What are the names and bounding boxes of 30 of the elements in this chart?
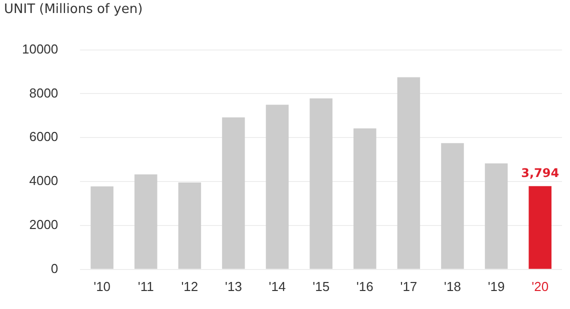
bar <box>397 77 420 269</box>
y-tick-label: 6000 <box>29 129 58 144</box>
y-tick-label: 4000 <box>29 173 58 188</box>
x-tick-label: '16 <box>356 278 374 294</box>
x-tick-label: '14 <box>268 278 286 294</box>
x-tick-label: '19 <box>488 278 505 294</box>
x-tick-label: '10 <box>94 278 111 294</box>
x-tick-label: '13 <box>224 278 242 294</box>
y-tick-label: 8000 <box>29 85 58 100</box>
bar <box>310 98 332 269</box>
bar <box>266 104 289 269</box>
bar <box>353 128 376 269</box>
bar <box>441 143 464 269</box>
bar <box>484 163 508 269</box>
x-tick-label: '12 <box>181 278 198 294</box>
bar <box>90 186 114 269</box>
x-tick-label: '15 <box>312 278 330 294</box>
x-tick-label: '17 <box>400 278 418 294</box>
x-tick-label: '20 <box>532 278 549 294</box>
y-tick-label: 0 <box>50 260 58 276</box>
y-axis-title: UNIT (Millions of yen) <box>4 2 143 17</box>
bar <box>178 182 202 269</box>
x-tick-label: '11 <box>138 278 154 294</box>
bar <box>134 174 158 269</box>
y-tick-label: 2000 <box>29 217 58 232</box>
y-tick-label: 10000 <box>22 41 58 56</box>
data-label: 3,794 <box>521 166 560 180</box>
bar <box>222 117 245 269</box>
x-tick-label: '18 <box>444 278 461 294</box>
bar <box>528 186 552 269</box>
